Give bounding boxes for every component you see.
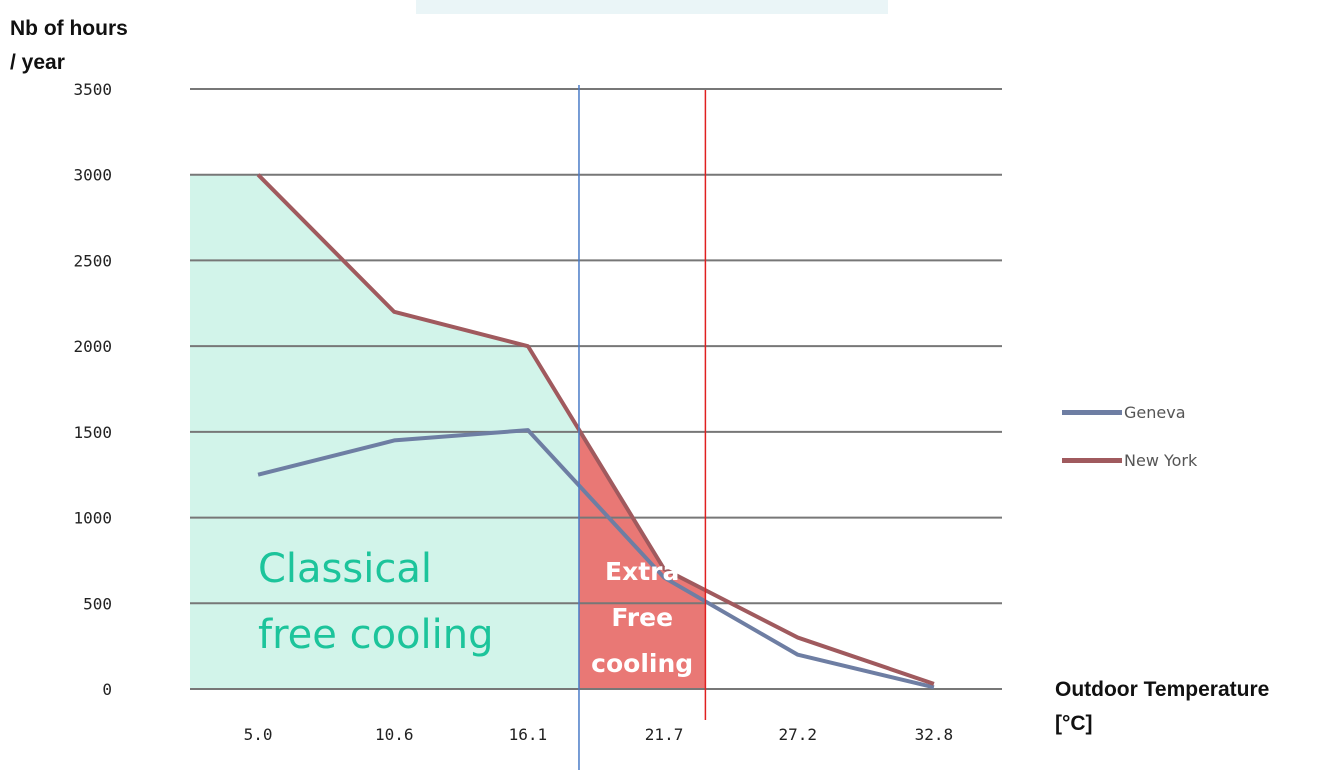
extra-label-line3: cooling [591,649,693,678]
legend: Geneva New York [1062,388,1197,484]
x-axis-title: Outdoor Temperature [°C] [1055,673,1320,741]
y-tick-label: 2000 [73,337,112,356]
y-tick-label: 1000 [73,509,112,528]
x-tick-label: 32.8 [915,725,954,744]
new-york-series-line [256,173,935,686]
extra-label-line1: Extra [605,557,679,586]
x-tick-label: 27.2 [779,725,818,744]
x-tick-label: 5.0 [244,725,273,744]
y-axis-title-line1: Nb of hours [10,17,128,40]
header-band [416,0,888,14]
extra-label-line2: Free [611,603,673,632]
extra-free-cooling-region [578,429,706,689]
legend-label-geneva: Geneva [1124,402,1186,422]
legend-item-new-york: New York [1062,436,1197,484]
x-tick-label: 21.7 [645,725,684,744]
legend-swatch-geneva [1062,409,1122,415]
classical-label-line1: Classical [258,546,432,592]
y-tick-label: 0 [102,680,112,699]
y-tick-label: 500 [83,594,112,613]
y-axis-title-line2: / year [10,51,65,74]
y-tick-label: 2500 [73,251,112,270]
legend-label-new-york: New York [1124,450,1198,470]
x-axis-title-line1: Outdoor Temperature [1055,678,1270,701]
y-tick-label: 1500 [73,423,112,442]
geneva-series-line [257,428,935,690]
x-tick-label: 16.1 [509,725,548,744]
legend-swatch-new-york [1062,457,1122,463]
y-tick-label: 3000 [73,166,112,185]
legend-item-geneva: Geneva [1062,388,1197,436]
x-tick-label: 10.6 [375,725,414,744]
x-axis-title-line2: [°C] [1055,712,1093,735]
y-tick-label: 3500 [73,80,112,99]
classical-label-line2: free cooling [258,612,494,658]
y-axis-title: Nb of hours / year [10,12,180,80]
